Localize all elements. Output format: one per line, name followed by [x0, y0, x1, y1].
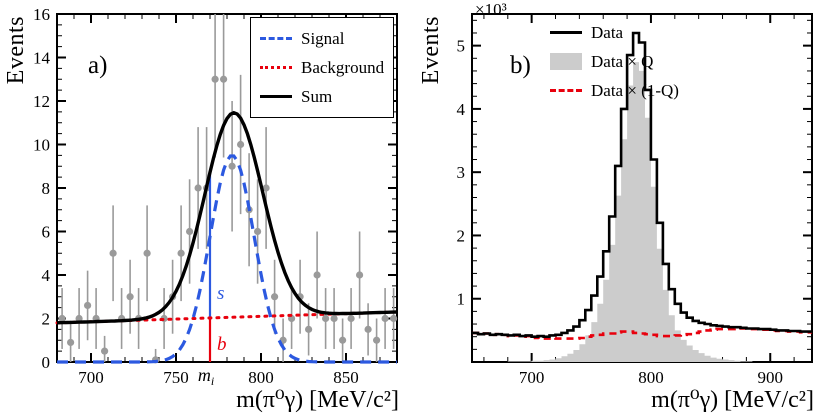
panel-a-tag: a) [88, 52, 108, 79]
svg-text:4: 4 [42, 266, 51, 285]
data-line-swatch [550, 31, 582, 34]
plot-b-canvas: 700 800 900 1 2 3 4 5 [457, 13, 813, 387]
signal-line-swatch [260, 37, 292, 40]
data-q-fill-swatch [550, 53, 582, 70]
legend-item-background: Background [260, 53, 384, 82]
legend-item-data-q: Data × Q [550, 47, 679, 76]
panel-b-y-exponent: ×10³ [475, 0, 507, 19]
svg-text:4: 4 [457, 100, 466, 119]
panel-b: 700 800 900 1 2 3 4 5 b) Events ×10³ m(π⁰γ) [Me… [415, 0, 830, 416]
legend-label-data: Data [591, 23, 624, 42]
panel-b-y-axis-label: Events [418, 16, 444, 85]
svg-text:0: 0 [42, 353, 51, 372]
panel-b-x-axis-label: m(π⁰γ) [MeV/c²] [651, 387, 814, 413]
legend-label-signal: Signal [301, 29, 345, 48]
legend-label-sum: Sum [301, 87, 333, 106]
legend-item-data: Data [550, 18, 679, 47]
svg-text:2: 2 [42, 310, 51, 329]
svg-text:8: 8 [42, 179, 51, 198]
svg-text:850: 850 [333, 368, 359, 387]
svg-text:800: 800 [248, 368, 274, 387]
panel-a-x-axis-label: m(π⁰γ) [MeV/c²] [236, 387, 399, 413]
svg-text:mi: mi [198, 365, 214, 388]
panel-b-legend: Data Data × Q Data × (1-Q) [550, 18, 679, 105]
background-line-swatch [260, 66, 292, 69]
panel-a: 700 750 800 850 0 2 4 6 8 10 12 14 16 s b mi a) Events … [3, 5, 399, 413]
legend-label-background: Background [301, 58, 385, 77]
svg-text:2: 2 [457, 226, 466, 245]
svg-text:1: 1 [457, 290, 466, 309]
svg-text:6: 6 [42, 223, 51, 242]
data-1mq-line-swatch [550, 89, 582, 92]
svg-text:b: b [217, 334, 227, 355]
svg-text:800: 800 [638, 368, 664, 387]
svg-text:900: 900 [757, 368, 783, 387]
legend-label-data-1mq: Data × (1-Q) [591, 81, 679, 100]
panel-a-legend: Signal Background Sum [250, 17, 395, 118]
svg-text:s: s [217, 283, 224, 304]
legend-item-signal: Signal [260, 24, 384, 53]
legend-label-data-q: Data × Q [591, 52, 654, 71]
svg-text:10: 10 [33, 136, 50, 155]
svg-text:14: 14 [33, 49, 51, 68]
svg-text:700: 700 [519, 368, 545, 387]
svg-text:12: 12 [33, 92, 50, 111]
svg-text:5: 5 [457, 37, 466, 56]
svg-text:750: 750 [163, 368, 189, 387]
legend-item-sum: Sum [260, 82, 384, 111]
plot-a-canvas: 700 750 800 850 0 2 4 6 8 10 12 14 16 s bmi [33, 5, 399, 388]
svg-text:16: 16 [33, 5, 50, 24]
legend-item-data-1mq: Data × (1-Q) [550, 76, 679, 105]
panel-b-tag: b) [510, 52, 531, 79]
svg-text:700: 700 [78, 368, 104, 387]
svg-text:3: 3 [457, 163, 466, 182]
sum-line-swatch [260, 95, 292, 98]
panel-a-y-axis-label: Events [3, 16, 29, 85]
